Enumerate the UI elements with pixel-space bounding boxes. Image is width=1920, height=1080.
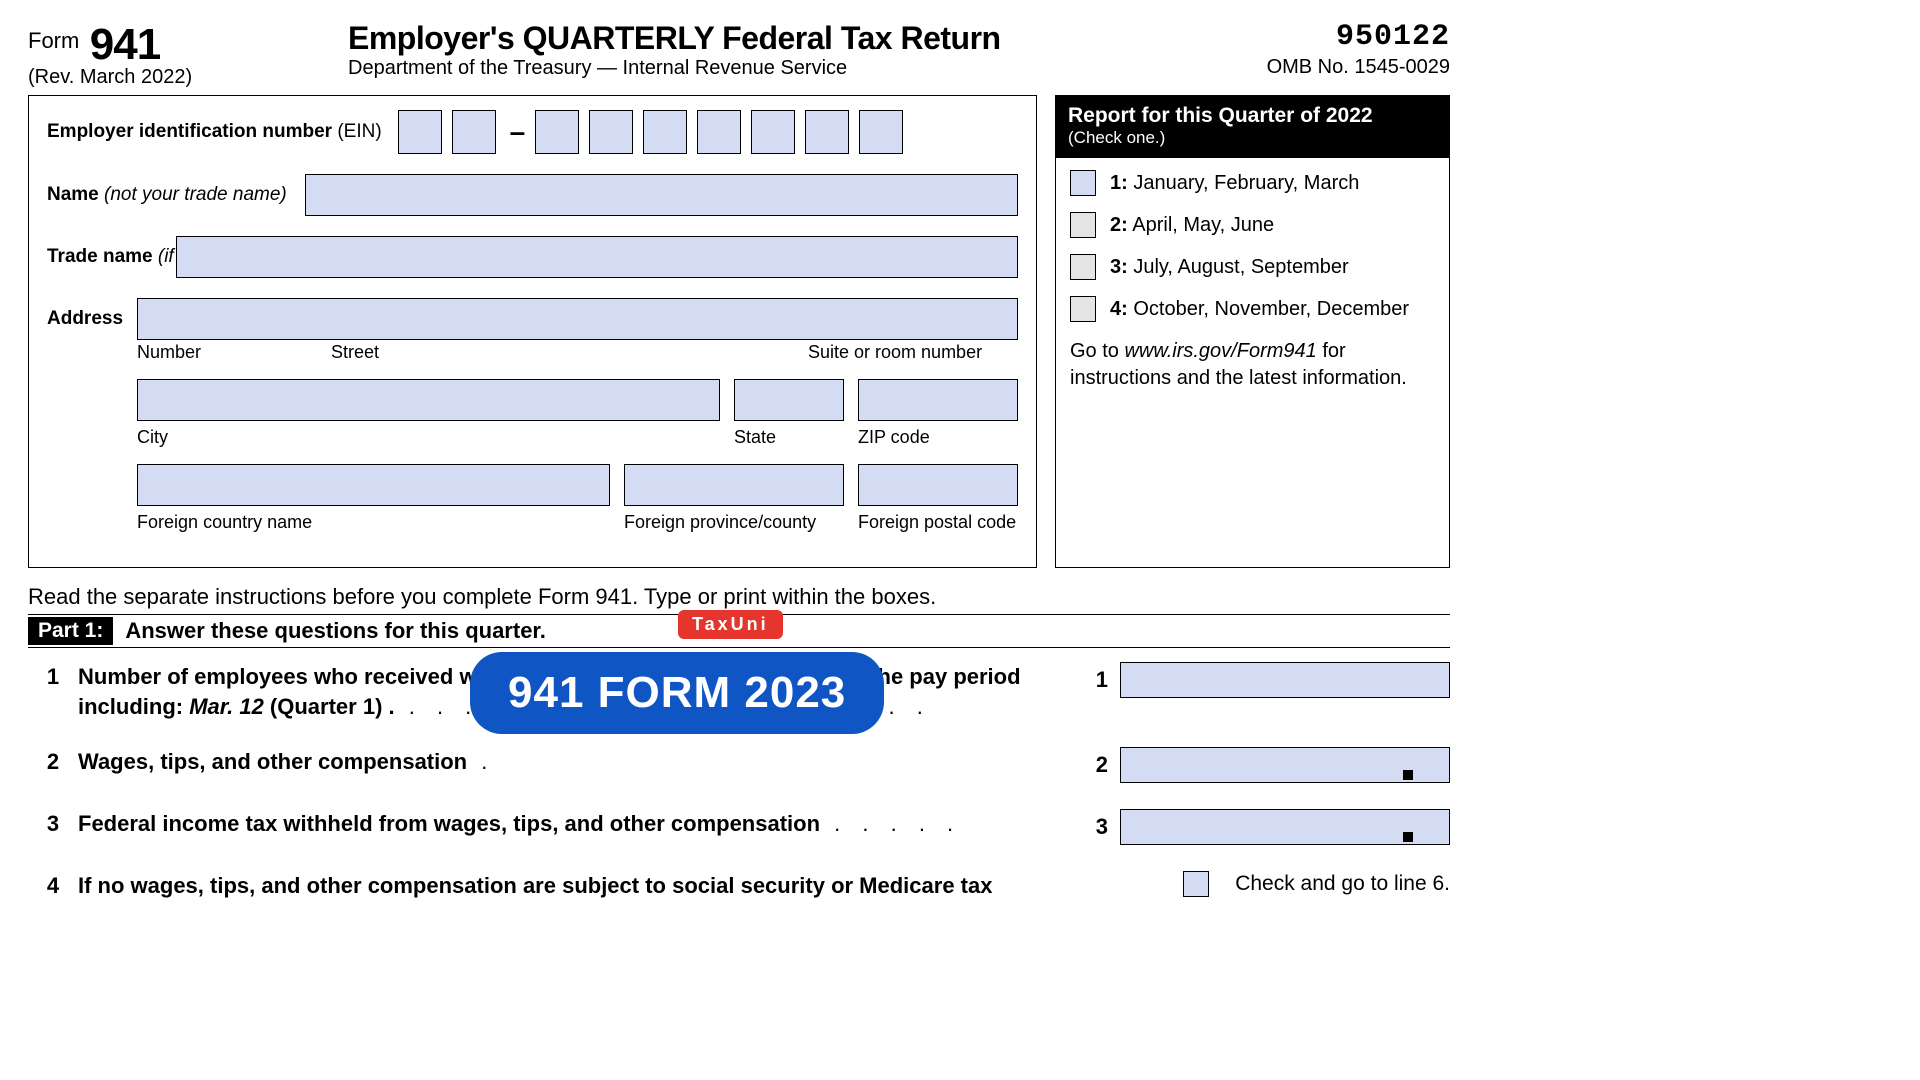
form-number: 941 — [90, 20, 160, 70]
city-input[interactable] — [137, 379, 720, 421]
line-3-text: Federal income tax withheld from wages, … — [78, 809, 1084, 839]
line-3-input[interactable] — [1120, 809, 1450, 845]
ein-box-3[interactable] — [535, 110, 579, 154]
state-input[interactable] — [734, 379, 844, 421]
trade-input[interactable] — [176, 236, 1018, 278]
ein-row: Employer identification number (EIN) – — [47, 110, 1018, 154]
line-3-number: 3 — [28, 809, 78, 837]
omb-number: OMB No. 1545-0029 — [1220, 56, 1450, 79]
city-label: City — [137, 427, 720, 448]
name-row: Name (not your trade name) — [47, 174, 1018, 216]
ein-box-8[interactable] — [805, 110, 849, 154]
quarter-checkbox-2[interactable] — [1070, 212, 1096, 238]
header-right: 950122 OMB No. 1545-0029 — [1220, 20, 1450, 79]
quarter-box: Report for this Quarter of 2022 (Check o… — [1055, 95, 1450, 568]
foreign-postal-label: Foreign postal code — [858, 512, 1018, 533]
ein-box-4[interactable] — [589, 110, 633, 154]
quarter-sub: (Check one.) — [1068, 128, 1437, 148]
line-4-number: 4 — [28, 871, 78, 899]
form-title: Employer's QUARTERLY Federal Tax Return — [348, 20, 1200, 57]
address-line1-input[interactable] — [137, 298, 1018, 340]
form-word: Form — [28, 28, 79, 54]
foreign-country-label: Foreign country name — [137, 512, 610, 533]
ein-box-1[interactable] — [398, 110, 442, 154]
decimal-dot-icon — [1403, 770, 1413, 780]
ein-box-9[interactable] — [859, 110, 903, 154]
quarter-note: Go to www.irs.gov/Form941 for instructio… — [1070, 338, 1435, 392]
addr-number-label: Number — [137, 342, 317, 363]
zip-label: ZIP code — [858, 427, 1018, 448]
overlay-badge: 941 FORM 2023 — [470, 652, 884, 734]
quarter-option-1: 1: January, February, March — [1070, 170, 1435, 196]
line-4-checkbox[interactable] — [1183, 871, 1209, 897]
line-2-number: 2 — [28, 747, 78, 775]
header-left: Form 941 (Rev. March 2022) — [28, 20, 328, 89]
line-1-rn: 1 — [1084, 667, 1108, 693]
main-row: Employer identification number (EIN) – N… — [28, 95, 1450, 568]
ein-box-2[interactable] — [452, 110, 496, 154]
quarter-checkbox-1[interactable] — [1070, 170, 1096, 196]
state-label: State — [734, 427, 844, 448]
form-revision: (Rev. March 2022) — [28, 66, 328, 89]
ein-label: Employer identification number (EIN) — [47, 121, 382, 143]
line-1-right: 1 — [1084, 662, 1450, 698]
part1-tag: Part 1: — [28, 617, 113, 645]
ein-box-6[interactable] — [697, 110, 741, 154]
line-3-rn: 3 — [1084, 814, 1108, 840]
zip-input[interactable] — [858, 379, 1018, 421]
trade-row: Trade name (if any) — [47, 236, 1018, 278]
quarter-body: 1: January, February, March 2: April, Ma… — [1056, 158, 1449, 404]
employer-box: Employer identification number (EIN) – N… — [28, 95, 1037, 568]
line-2-right: 2 — [1084, 747, 1450, 783]
ein-boxes: – — [398, 110, 914, 154]
part1-text: Answer these questions for this quarter. — [125, 618, 546, 644]
addr-street-label: Street — [331, 342, 794, 363]
line-2: 2 Wages, tips, and other compensation . … — [28, 747, 1450, 783]
header-center: Employer's QUARTERLY Federal Tax Return … — [348, 20, 1200, 80]
quarter-option-2: 2: April, May, June — [1070, 212, 1435, 238]
decimal-dot-icon — [1403, 832, 1413, 842]
quarter-title: Report for this Quarter of 2022 — [1068, 104, 1437, 128]
line-4-text: If no wages, tips, and other compensatio… — [78, 871, 1183, 901]
line-1-input[interactable] — [1120, 662, 1450, 698]
line-1-number: 1 — [28, 662, 78, 690]
barcode-number: 950122 — [1220, 20, 1450, 54]
foreign-province-label: Foreign province/county — [624, 512, 844, 533]
line-4-right: Check and go to line 6. — [1183, 871, 1450, 897]
name-label: Name (not your trade name) — [47, 184, 287, 206]
line-3-right: 3 — [1084, 809, 1450, 845]
instructions-text: Read the separate instructions before yo… — [28, 584, 1450, 610]
line-2-text: Wages, tips, and other compensation . — [78, 747, 1084, 777]
line-2-rn: 2 — [1084, 752, 1108, 778]
address-row: Address Number Street Suite or room numb… — [47, 298, 1018, 533]
line-3: 3 Federal income tax withheld from wages… — [28, 809, 1450, 845]
quarter-header: Report for this Quarter of 2022 (Check o… — [1056, 96, 1449, 158]
foreign-country-input[interactable] — [137, 464, 610, 506]
addr-suite-label: Suite or room number — [808, 342, 1018, 363]
taxuni-badge: TaxUni — [678, 610, 783, 639]
form-subtitle: Department of the Treasury — Internal Re… — [348, 57, 1200, 80]
line-2-input[interactable] — [1120, 747, 1450, 783]
ein-dash: – — [510, 116, 526, 148]
address-label: Address — [47, 308, 123, 330]
quarter-option-4: 4: October, November, December — [1070, 296, 1435, 322]
line-4-check-text: Check and go to line 6. — [1235, 872, 1450, 896]
ein-box-7[interactable] — [751, 110, 795, 154]
form-header: Form 941 (Rev. March 2022) Employer's QU… — [28, 20, 1450, 89]
foreign-postal-input[interactable] — [858, 464, 1018, 506]
name-input[interactable] — [305, 174, 1018, 216]
address-group: Number Street Suite or room number City … — [137, 298, 1018, 533]
quarter-option-3: 3: July, August, September — [1070, 254, 1435, 280]
quarter-checkbox-4[interactable] — [1070, 296, 1096, 322]
line-4: 4 If no wages, tips, and other compensat… — [28, 871, 1450, 901]
quarter-checkbox-3[interactable] — [1070, 254, 1096, 280]
foreign-province-input[interactable] — [624, 464, 844, 506]
ein-box-5[interactable] — [643, 110, 687, 154]
